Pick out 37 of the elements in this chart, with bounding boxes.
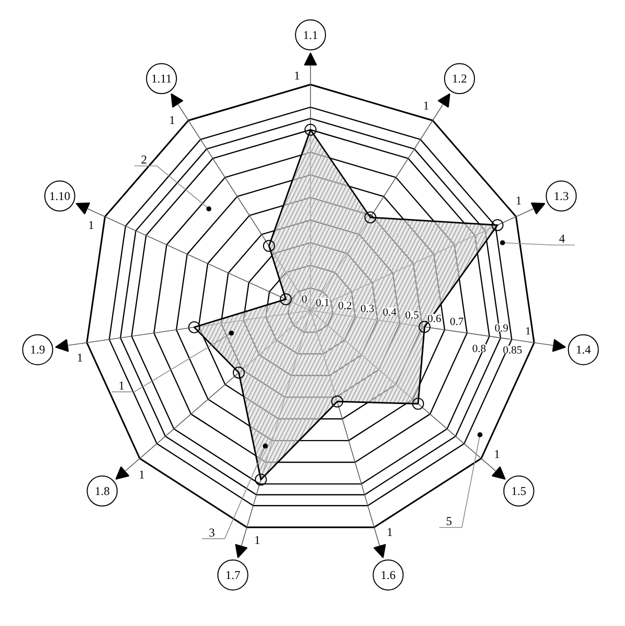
text: 1 (294, 68, 300, 83)
text: 4 (559, 232, 566, 246)
y-tick-label: 0 (302, 294, 308, 306)
y-tick-label: 0.9 (494, 322, 509, 335)
text: 1 (254, 532, 260, 547)
y-tick-label: 0.85 (502, 344, 523, 357)
spoke-label: 1.8 (94, 484, 110, 498)
y-tick-label: 0.3 (360, 303, 375, 316)
y-tick-label: 0.5 (405, 310, 420, 322)
text: 2 (141, 152, 148, 167)
y-tick-label: 0.6 (428, 312, 442, 325)
text: 1 (169, 113, 176, 128)
y-tick-label: 0.8 (472, 343, 487, 356)
text: 1 (76, 350, 83, 364)
y-tick-label: 0.7 (450, 316, 464, 328)
spoke-label: 1.1 (303, 28, 318, 42)
y-tick-label: 0.4 (382, 306, 398, 318)
text: 1 (494, 447, 500, 462)
text: 3 (208, 525, 215, 540)
spoke-label: 1.3 (554, 189, 569, 203)
text: 1 (516, 194, 522, 208)
text: 1 (88, 218, 94, 232)
spoke-label: 1.11 (151, 72, 172, 86)
text: 1 (118, 378, 124, 393)
spoke-label: 1.9 (30, 342, 46, 357)
spoke-label: 1.10 (49, 189, 70, 203)
text: 1 (138, 468, 145, 482)
text: 1 (423, 98, 430, 113)
spoke-label: 1.6 (380, 568, 396, 582)
spoke-label: 1.5 (511, 484, 526, 498)
spoke-label: 1.2 (452, 72, 468, 86)
text: 1 (386, 525, 393, 540)
text: 5 (446, 514, 452, 528)
y-tick-label: 0.2 (338, 300, 352, 312)
spoke-label: 1.7 (225, 568, 240, 582)
spoke-label: 1.4 (576, 342, 591, 357)
y-tick-label: 0.1 (316, 296, 330, 309)
